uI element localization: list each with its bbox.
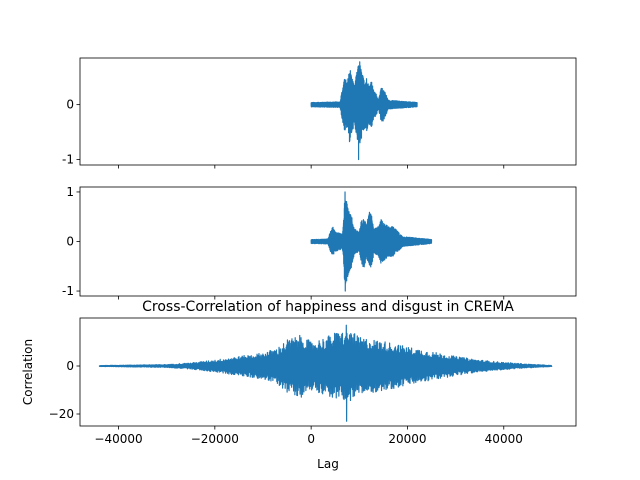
subplot-top-ticks: -1 0	[62, 98, 505, 169]
subplot-middle-frame	[79, 186, 577, 297]
subplot-middle: -1 0 1	[62, 185, 577, 300]
subplot-top-frame	[79, 57, 577, 166]
subplot-middle-ticks: -1 0 1	[62, 185, 505, 300]
y-tick-label: -1	[62, 284, 74, 298]
y-tick-label: 0	[66, 235, 74, 249]
subplot-top-series	[310, 61, 418, 161]
subplot-bottom-frame	[79, 317, 577, 427]
subplot-bottom: −20 0 −40000 −20000 0 20000 40000 Cross-Correl…	[21, 299, 577, 471]
x-tick-label: −20000	[191, 432, 239, 446]
subplot-bottom-series	[98, 324, 553, 422]
x-tick-label: 40000	[485, 432, 523, 446]
subplot-top: -1 0	[62, 57, 577, 169]
x-tick-label: 0	[307, 432, 315, 446]
subplot-middle-series	[310, 191, 433, 292]
series-line	[98, 324, 553, 422]
subplot-bottom-ticks: −20 0 −40000 −20000 0 20000 40000	[49, 359, 523, 446]
x-axis-label: Lag	[317, 457, 339, 471]
y-tick-label: -1	[62, 153, 74, 167]
y-axis-label: Correlation	[21, 339, 35, 405]
y-tick-label: 0	[66, 98, 74, 112]
series-line	[310, 61, 418, 161]
y-tick-label: 0	[66, 359, 74, 373]
x-tick-label: −40000	[94, 432, 142, 446]
y-tick-label: 1	[66, 185, 74, 199]
y-tick-label: −20	[49, 407, 74, 421]
x-tick-label: 20000	[388, 432, 426, 446]
chart-title: Cross-Correlation of happiness and disgu…	[142, 299, 514, 315]
series-line	[310, 191, 433, 292]
